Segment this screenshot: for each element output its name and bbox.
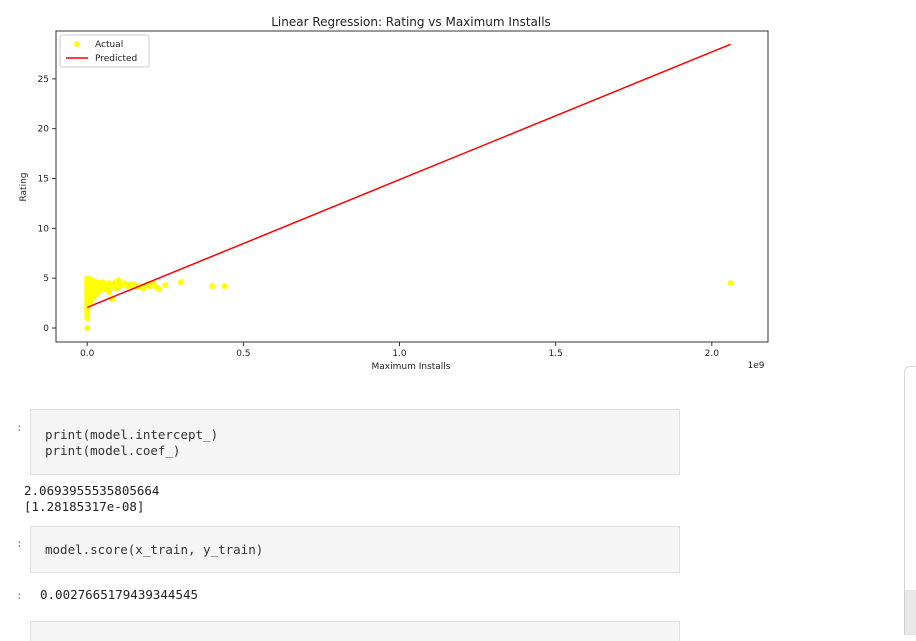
legend-predicted-label: Predicted <box>95 54 137 64</box>
predicted-line <box>86 43 731 309</box>
cell-output-2: 0.0027665179439344545 <box>40 587 198 603</box>
x-tick-label: 1.5 <box>548 349 562 359</box>
legend-box <box>59 34 150 68</box>
x-tick-label: 0.0 <box>80 349 95 359</box>
y-axis-label: Rating <box>19 172 29 201</box>
code-line: print(model.coef_) <box>45 443 181 458</box>
code-line: model.score(x_train, y_train) <box>45 542 264 557</box>
actual-point <box>84 315 91 322</box>
actual-point <box>221 283 228 290</box>
x-tick-label: 1.0 <box>392 349 407 359</box>
legend-actual-marker <box>74 41 80 47</box>
plot-area-frame <box>55 30 769 343</box>
cell-prompt: : <box>16 589 23 602</box>
actual-point <box>177 279 184 286</box>
predicted-line-layer <box>86 43 731 309</box>
x-axis-label: Maximum Installs <box>372 362 451 372</box>
actual-point <box>106 289 113 296</box>
actual-point <box>156 286 163 293</box>
output-line: 0.0027665179439344545 <box>40 587 199 602</box>
y-tick-label: 25 <box>38 75 49 85</box>
code-cell-3[interactable] <box>30 621 680 641</box>
output-line: 2.0693955535805664 <box>24 483 160 498</box>
chart-title: Linear Regression: Rating vs Maximum Ins… <box>271 15 551 29</box>
legend-actual-label: Actual <box>95 40 123 50</box>
x-tick-label: 2.0 <box>705 349 720 359</box>
actual-point <box>727 280 734 287</box>
code-cell-2[interactable]: model.score(x_train, y_train) <box>30 526 680 573</box>
cell-prompt: : <box>16 537 23 550</box>
y-tick-label: 0 <box>43 324 49 334</box>
x-axis-ticks: 0.0 0.5 1.0 1.5 2.0 <box>80 342 719 359</box>
y-tick-label: 15 <box>38 175 49 185</box>
cell-output-1: 2.0693955535805664 [1.28185317e-08] <box>24 483 159 515</box>
actual-point <box>87 300 94 307</box>
side-scrollbar[interactable] <box>904 590 916 635</box>
code-line: print(model.intercept_) <box>45 427 219 442</box>
actual-points-layer <box>84 275 734 332</box>
y-tick-label: 5 <box>43 274 49 284</box>
y-tick-label: 10 <box>38 224 50 234</box>
regression-chart: Linear Regression: Rating vs Maximum Ins… <box>19 15 769 372</box>
side-panel[interactable] <box>904 366 916 594</box>
x-tick-label: 0.5 <box>236 349 250 359</box>
x-offset-label: 1e9 <box>748 361 765 371</box>
output-line: [1.28185317e-08] <box>24 499 145 514</box>
cell-prompt: : <box>16 421 23 434</box>
actual-point <box>162 282 169 289</box>
actual-point <box>84 325 91 332</box>
actual-point <box>209 283 216 290</box>
y-axis-ticks: 0 5 10 15 20 25 <box>38 75 56 334</box>
legend: Actual Predicted <box>59 34 150 68</box>
y-tick-label: 20 <box>38 125 50 135</box>
code-cell-1[interactable]: print(model.intercept_) print(model.coef… <box>30 409 680 475</box>
